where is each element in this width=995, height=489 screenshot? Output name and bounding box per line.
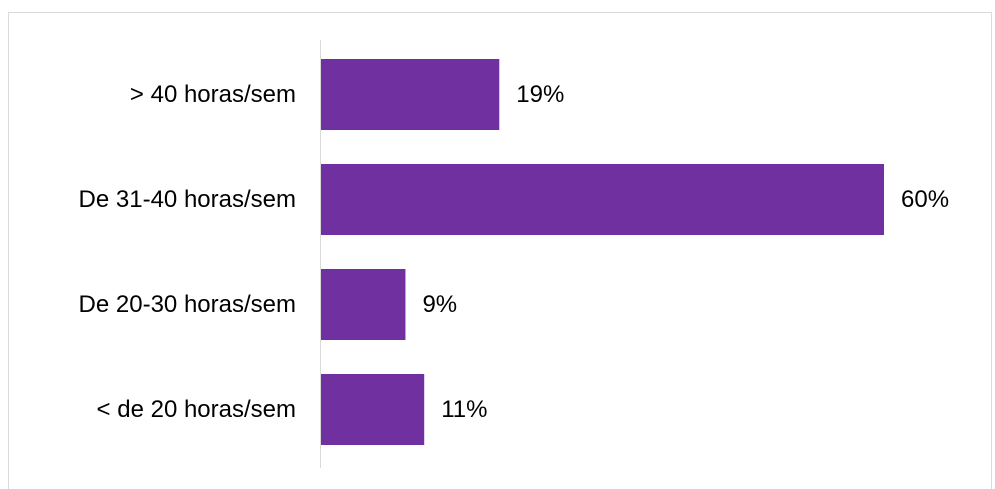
category-label-1: De 31-40 horas/sem: [79, 186, 296, 213]
bars-group: [321, 59, 884, 445]
bar-2: [321, 269, 406, 340]
data-label-0: 19%: [516, 81, 564, 108]
data-labels-group: 19% 60% 9% 11%: [422, 81, 949, 423]
chart-frame: [8, 12, 992, 489]
bar-0: [321, 59, 500, 130]
category-label-0: > 40 horas/sem: [130, 81, 296, 108]
data-label-3: 11%: [441, 396, 487, 423]
data-label-1: 60%: [901, 186, 949, 213]
bar-1: [321, 164, 884, 235]
bar-3: [321, 374, 425, 445]
category-labels-group: > 40 horas/sem De 31-40 horas/sem De 20-30…: [79, 81, 296, 423]
category-label-2: De 20-30 horas/sem: [79, 291, 296, 318]
data-label-2: 9%: [422, 291, 457, 318]
category-label-3: < de 20 horas/sem: [97, 396, 296, 423]
